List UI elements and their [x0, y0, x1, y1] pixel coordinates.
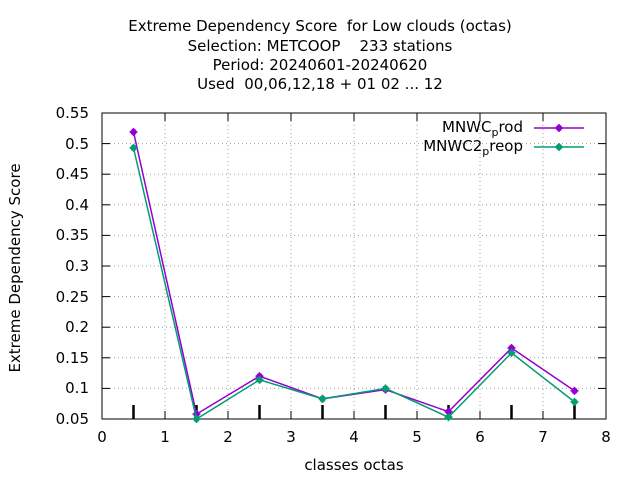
series-2-point: [129, 143, 138, 152]
y-tick-label: 0.5: [65, 134, 89, 153]
legend-series-1-sub: p: [491, 126, 499, 139]
grid-lines: [102, 113, 606, 419]
series-1-point: [129, 127, 138, 136]
y-tick-label: 0.55: [55, 104, 89, 122]
y-tick-label: 0.25: [55, 287, 89, 306]
series-2-point: [318, 394, 327, 403]
legend-series-2-sub: p: [482, 145, 490, 158]
title-line-4: Used 00,06,12,18 + 01 02 ... 12: [197, 75, 443, 93]
legend-label-series-1: MNWCprod: [442, 118, 523, 139]
y-axis-label: Extreme Dependency Score: [6, 163, 24, 373]
series-2-point: [192, 415, 201, 423]
x-tick-label: 4: [349, 428, 359, 446]
series-2-point: [507, 348, 516, 357]
y-tick-label: 0.15: [55, 348, 89, 367]
series-group: [129, 127, 579, 423]
x-axis-label: classes octas: [304, 456, 404, 474]
x-tick-label: 6: [475, 428, 485, 446]
legend-series-2-main: MNWC2: [423, 137, 483, 155]
legend-marker-1: [555, 124, 563, 132]
series-2-point: [444, 413, 453, 422]
series-2-point: [381, 384, 390, 393]
x-tick-label: 0: [97, 428, 107, 446]
title-line-3: Period: 20240601-20240620: [212, 56, 428, 74]
series-2-point: [255, 375, 264, 384]
plot-frame: [101, 112, 607, 420]
series-2-point: [570, 397, 579, 406]
legend-label-series-2: MNWC2preop: [423, 137, 523, 158]
legend-series-1-main: MNWC: [442, 118, 492, 136]
legend-series-2-tail: reop: [489, 137, 523, 155]
y-tick-label: 0.35: [55, 226, 89, 245]
legend-series-1-tail: rod: [498, 118, 523, 136]
y-tick-label: 0.4: [65, 195, 89, 214]
x-tick-label: 2: [223, 428, 233, 446]
x-tick-label: 1: [160, 428, 170, 446]
x-tick-label: 5: [412, 428, 422, 446]
series-1-point: [570, 386, 579, 395]
series-line-2: [132, 147, 575, 421]
y-tick-label: 0.1: [65, 379, 89, 398]
x-tick-label: 7: [538, 428, 548, 446]
y-tick-label: 0.2: [65, 318, 89, 337]
title-line-2: Selection: METCOOP 233 stations: [187, 37, 453, 55]
legend-marks: [534, 124, 584, 151]
x-tick-label: 8: [601, 428, 611, 446]
legend-marker-2: [555, 143, 563, 151]
y-tick-label: 0.3: [65, 257, 89, 275]
series-1-point: [507, 344, 516, 353]
title-line-1: Extreme Dependency Score for Low clouds …: [128, 17, 512, 35]
x-tick-label: 3: [286, 428, 296, 446]
y-tick-label: 0.05: [55, 410, 89, 428]
y-tick-label: 0.45: [55, 165, 89, 184]
